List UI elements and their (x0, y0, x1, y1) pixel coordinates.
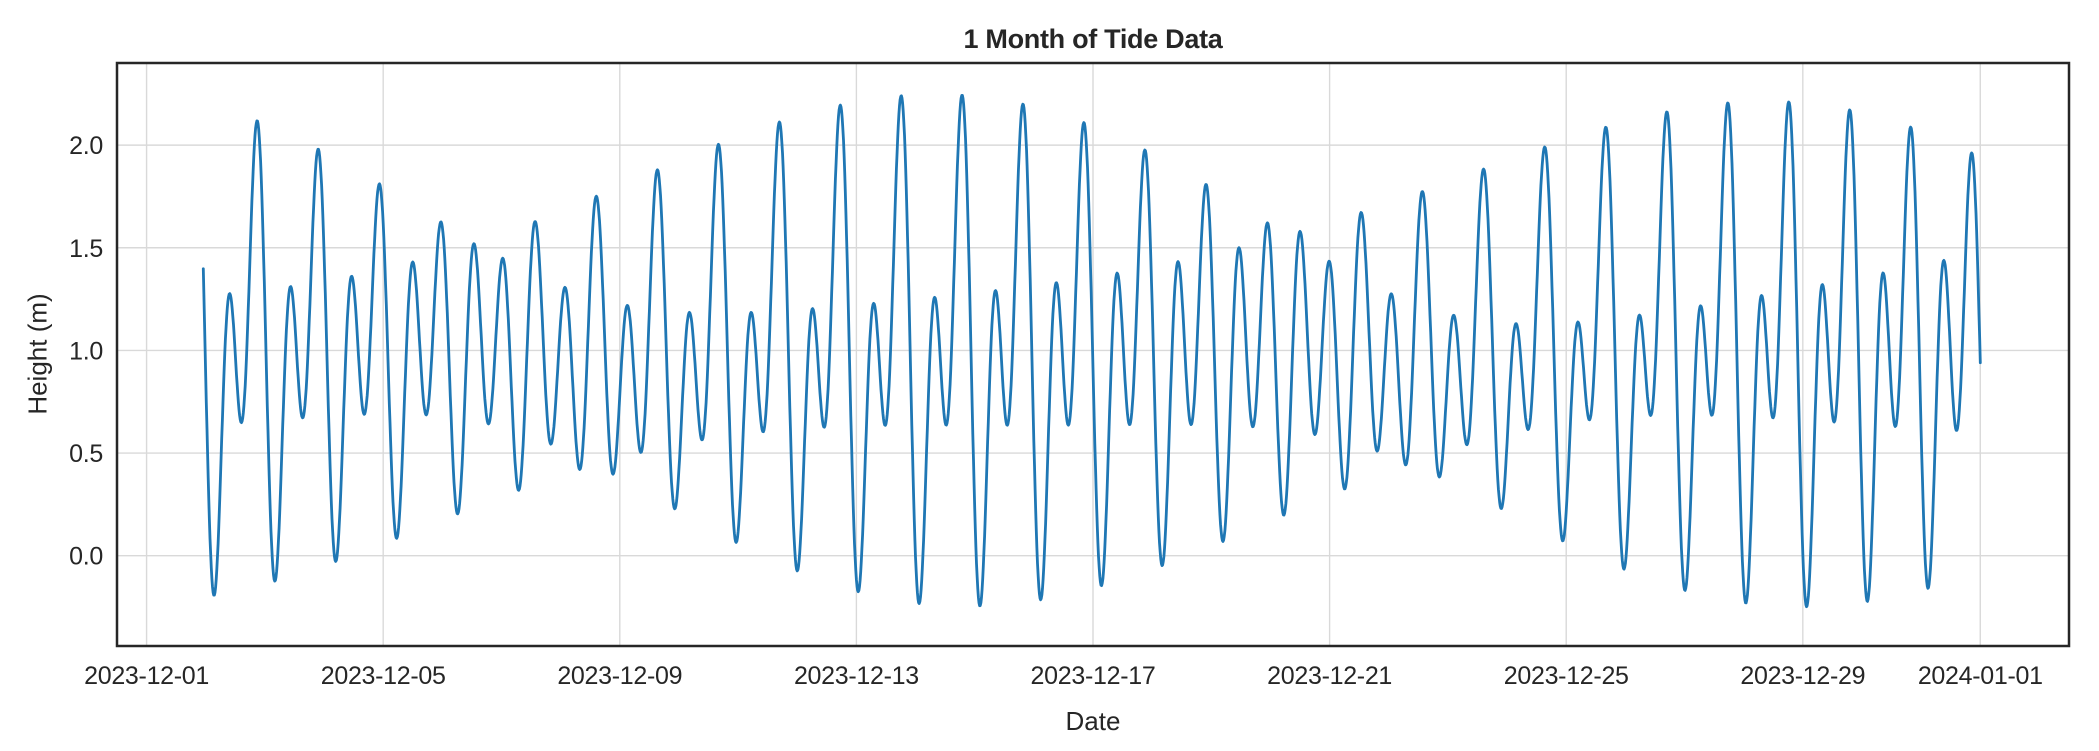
x-tick-label: 2023-12-09 (557, 662, 682, 690)
x-tick-label: 2023-12-05 (321, 662, 446, 690)
y-tick-label: 2.0 (69, 132, 103, 160)
x-tick-label: 2023-12-13 (794, 662, 919, 690)
y-tick-label: 1.5 (69, 235, 103, 263)
x-tick-label: 2023-12-25 (1504, 662, 1629, 690)
y-axis-label: Height (m) (22, 293, 53, 415)
tide-height-line (201, 94, 1982, 609)
gridlines (117, 63, 2069, 646)
plot-border (115, 61, 2071, 648)
x-tick-label: 2024-01-01 (1918, 662, 2043, 690)
x-tick-label: 2023-12-17 (1031, 662, 1156, 690)
chart-title: 1 Month of Tide Data (963, 24, 1223, 54)
x-tick-label: 2023-12-29 (1740, 662, 1865, 690)
x-tick-label: 2023-12-01 (84, 662, 209, 690)
y-tick-label: 0.5 (69, 440, 103, 468)
x-axis-label: Date (1065, 706, 1121, 736)
x-tick-labels: 2023-12-01 2023-12-05 2023-12-09 2023-12-13… (84, 662, 2043, 690)
x-tick-label: 2023-12-21 (1267, 662, 1392, 690)
y-tick-label: 1.0 (69, 337, 103, 365)
y-tick-label: 0.0 (69, 543, 103, 571)
y-tick-labels: 0.0 0.5 1.0 1.5 2.0 (69, 132, 103, 571)
